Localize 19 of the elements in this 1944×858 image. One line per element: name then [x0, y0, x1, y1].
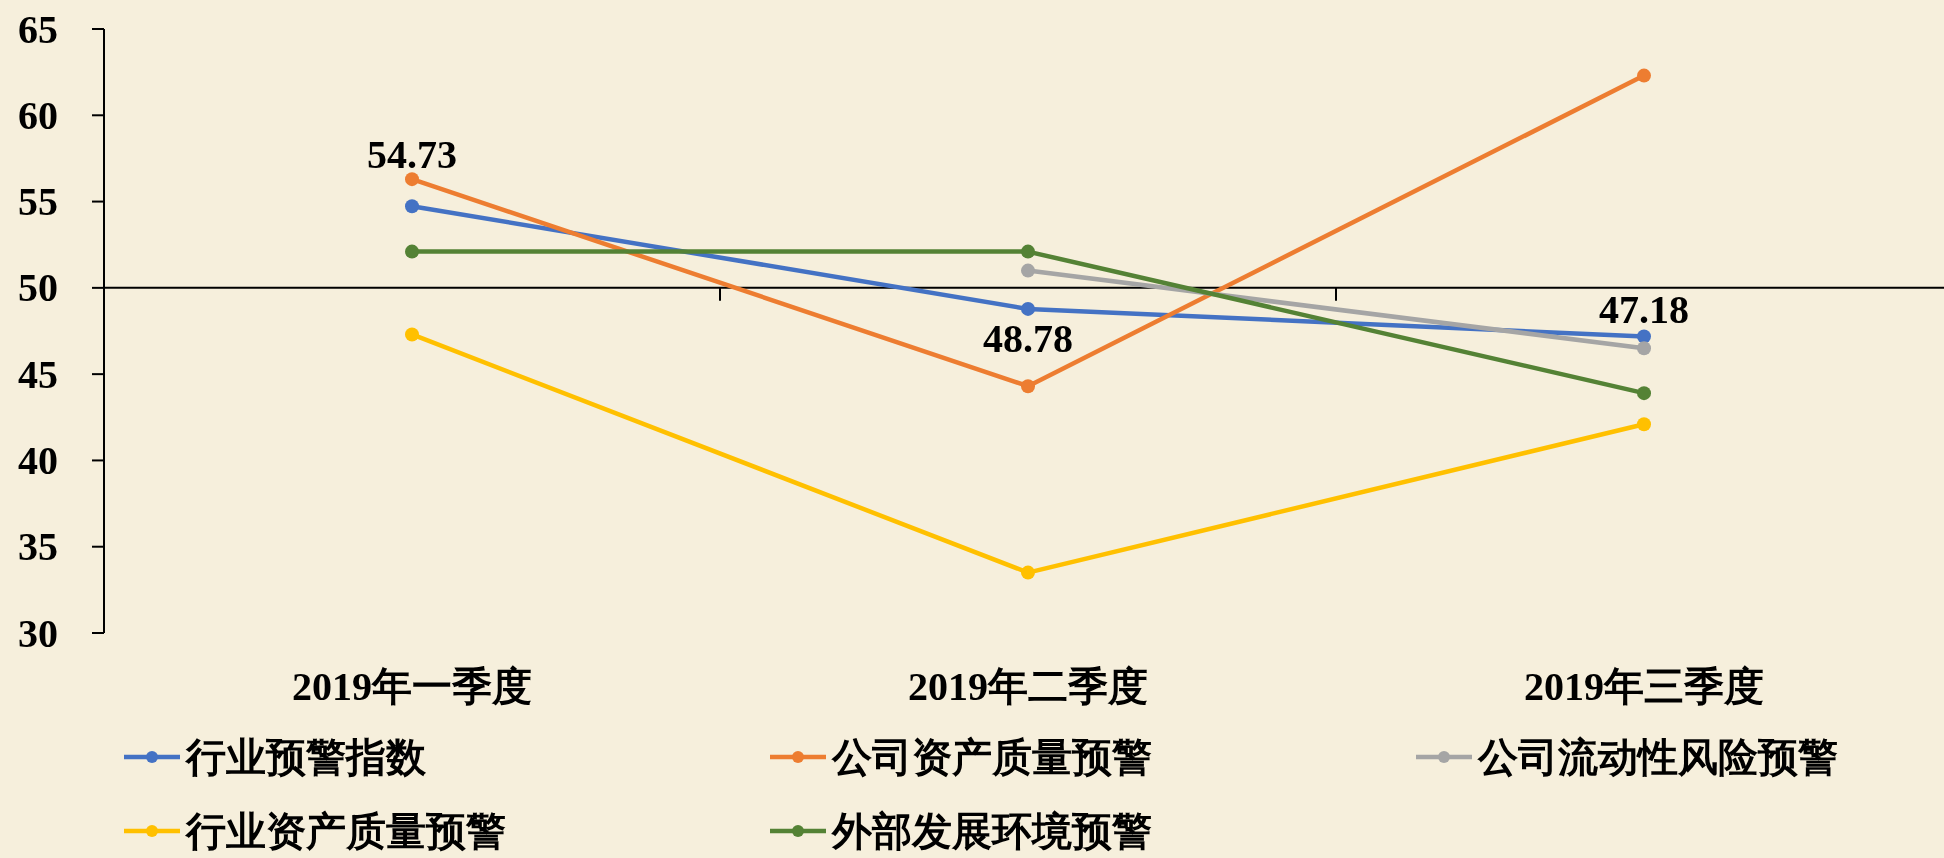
y-tick-label: 45: [18, 351, 58, 397]
data-label: 54.73: [367, 132, 457, 178]
legend-label: 行业资产质量预警: [184, 808, 506, 854]
data-label: 48.78: [983, 315, 1073, 361]
y-tick-label: 55: [18, 179, 58, 225]
legend-label: 公司资产质量预警: [831, 734, 1152, 780]
legend-label: 外部发展环境预警: [831, 808, 1152, 854]
legend-label: 行业预警指数: [184, 734, 427, 780]
y-tick-label: 65: [18, 6, 58, 52]
x-tick-label: 2019年二季度: [908, 663, 1148, 709]
y-tick-label: 30: [18, 610, 58, 656]
y-tick-label: 60: [18, 92, 58, 138]
y-tick-label: 40: [18, 437, 58, 483]
y-tick-label: 35: [18, 524, 58, 570]
x-tick-label: 2019年三季度: [1524, 663, 1764, 709]
data-label: 47.18: [1599, 286, 1689, 332]
legend-label: 公司流动性风险预警: [1477, 734, 1838, 780]
y-tick-label: 50: [18, 265, 58, 311]
x-tick-label: 2019年一季度: [292, 663, 532, 709]
